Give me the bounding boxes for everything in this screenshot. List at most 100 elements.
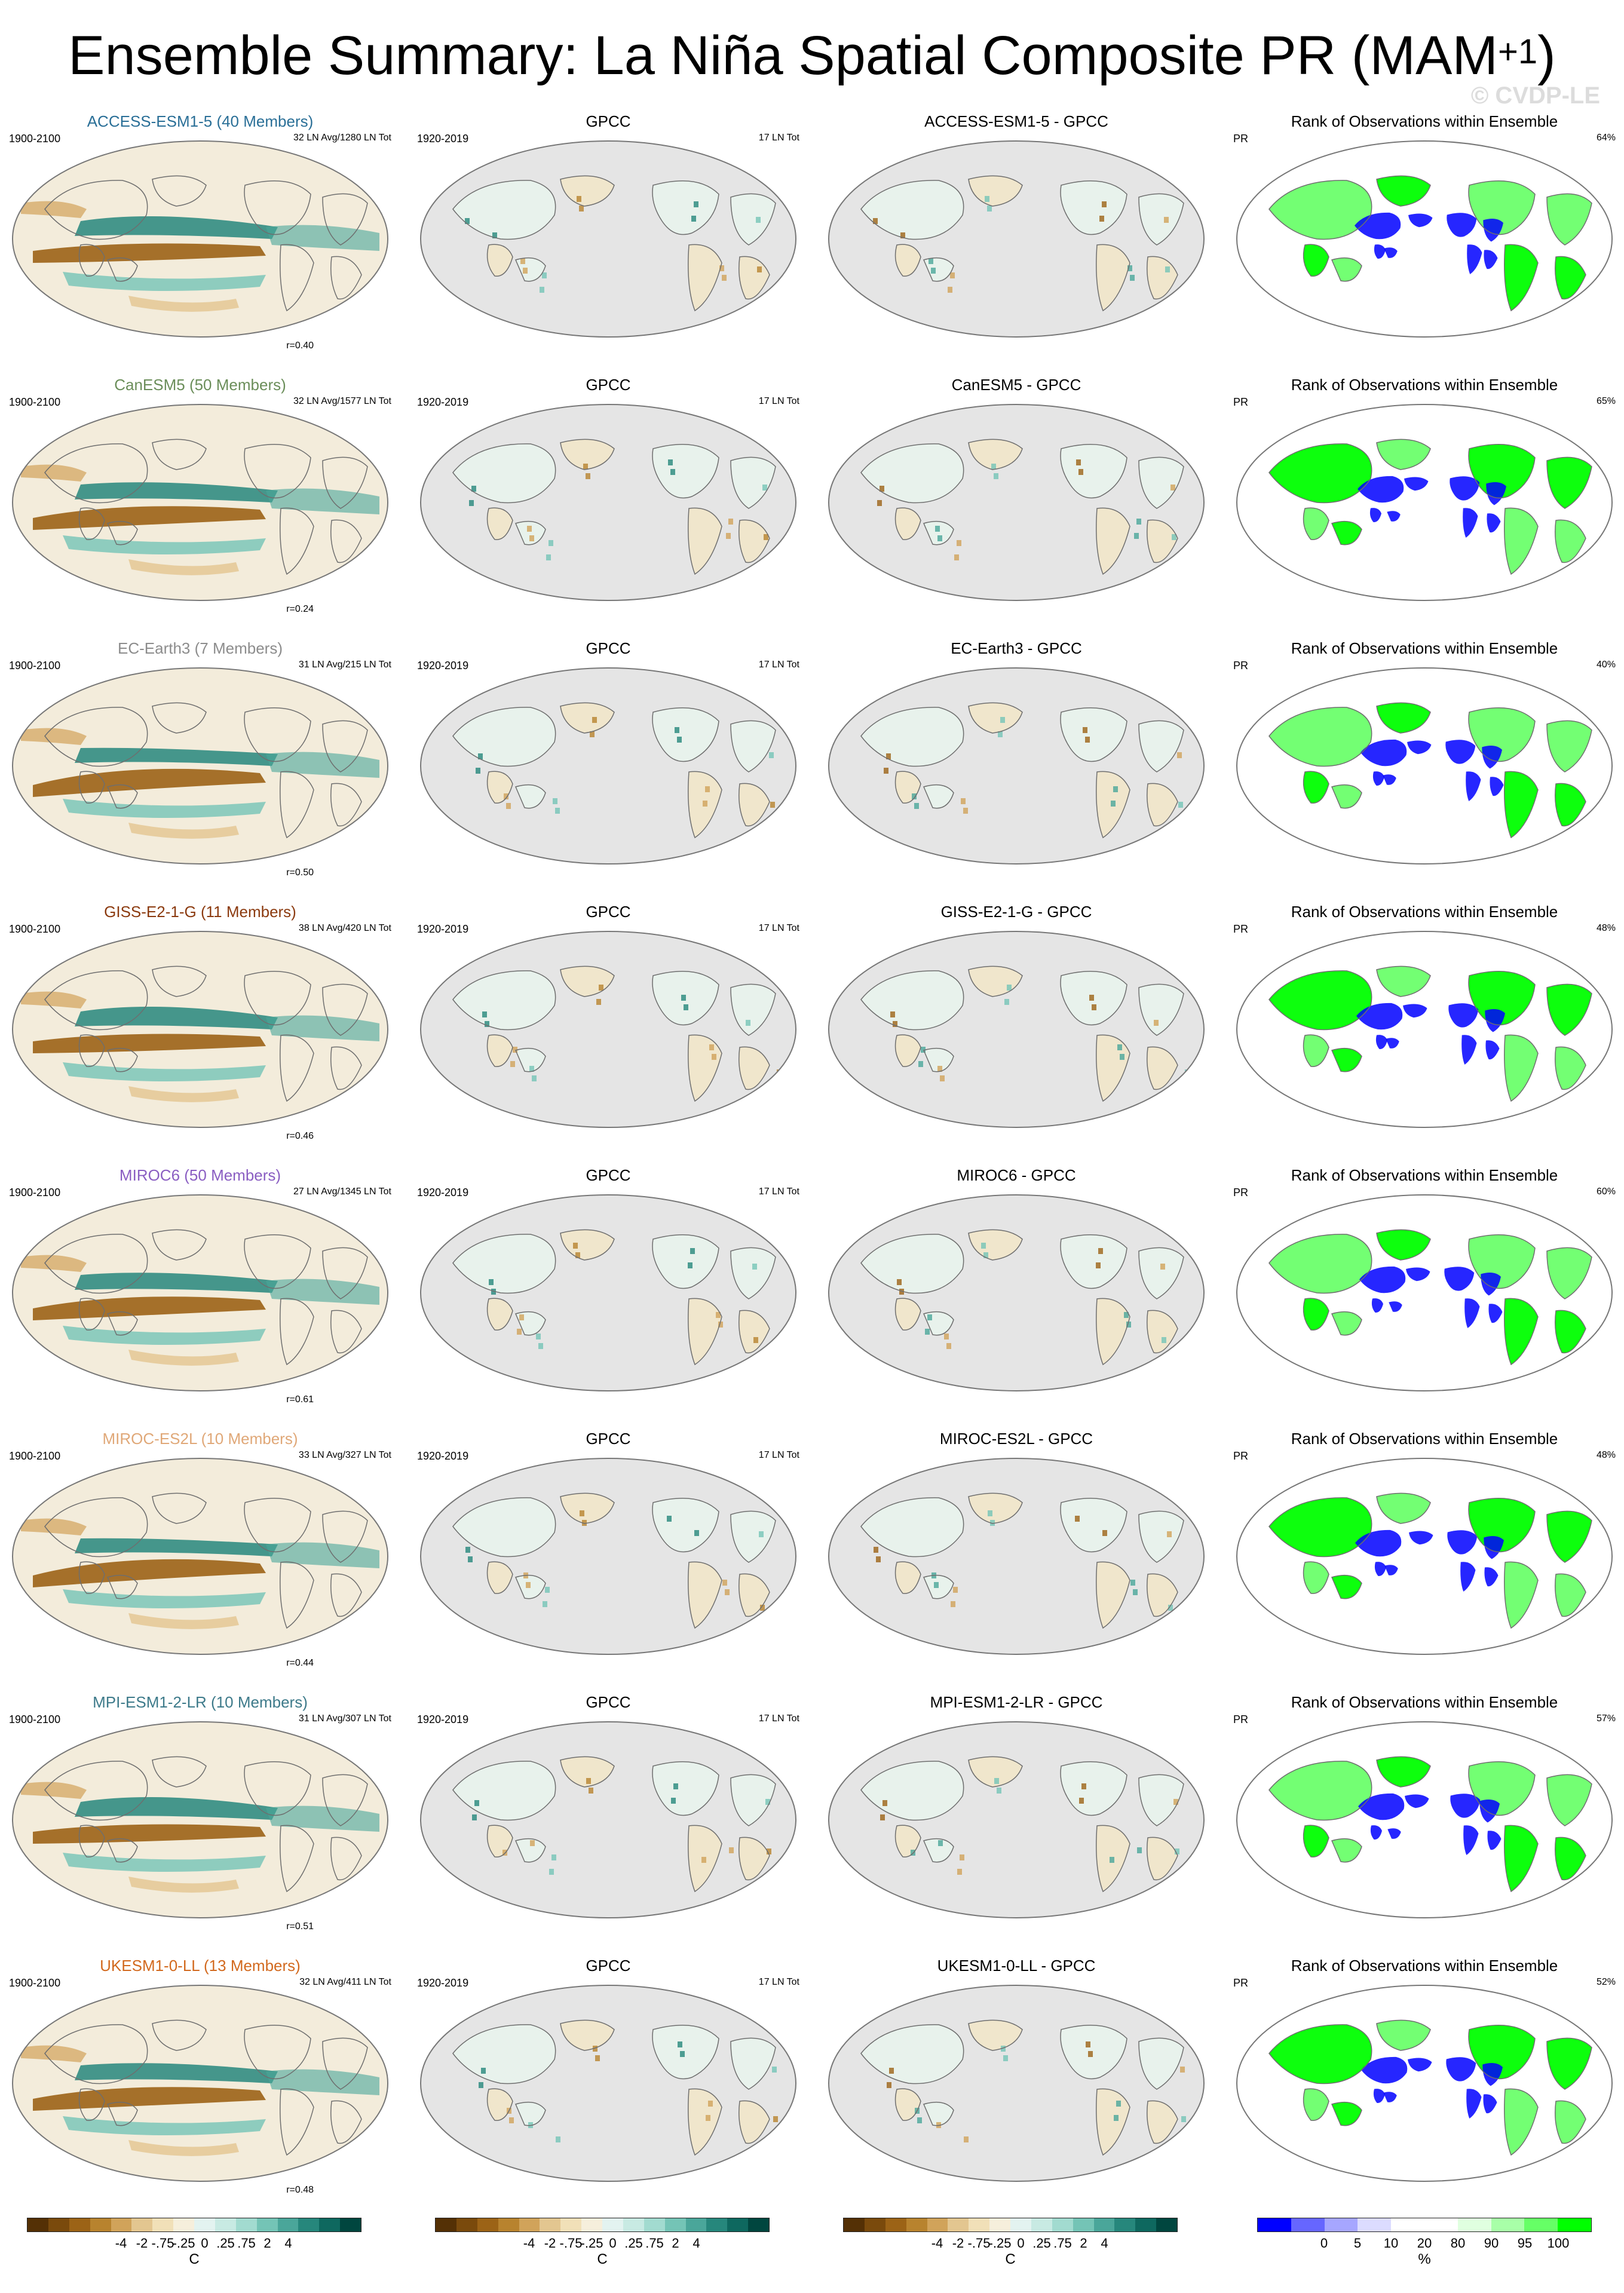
diff-panel-title: EC-Earth3 - GPCC [951,639,1082,657]
obs-panel-title: GPCC [586,112,631,130]
colorbar-unit-label: C [189,2251,200,2267]
colorbar-swatch [1010,2218,1031,2231]
obs-panel-title: GPCC [586,639,631,657]
obs-panel: GPCC 1920-2019 17 LN Tot [417,639,799,878]
diff-panel: MPI-ESM1-2-LR - GPCC [825,1693,1208,1932]
model-colorbar-swatches [27,2218,361,2232]
obs-period-label: 1920-2019 [417,1187,469,1198]
period-label: 1900-2100 [9,1187,61,1198]
rank-map [1236,1721,1613,1918]
colorbar-swatch [644,2218,665,2231]
colorbar-swatch [560,2218,582,2231]
colorbar-tick-label: .75 [645,2236,664,2251]
rank-panel: Rank of Observations within Ensemble PR 52… [1233,1957,1616,2196]
diff-map [828,1458,1205,1655]
model-panel: MIROC6 (50 Members) 1900-2100 27 LN Avg/13… [9,1166,391,1405]
obs-map [420,931,796,1128]
colorbar-swatch [664,2218,686,2231]
model-map [12,1194,388,1391]
rank-panel: Rank of Observations within Ensemble PR 48… [1233,1430,1616,1669]
colorbar-swatch [477,2218,498,2231]
model-map [12,404,388,601]
obs-panel: GPCC 1920-2019 17 LN Tot [417,1957,799,2196]
colorbar-swatch [1491,2218,1525,2231]
obs-panel: GPCC 1920-2019 17 LN Tot [417,112,799,351]
obs-event-count-label: 17 LN Tot [758,396,799,406]
rank-variable-label: PR [1233,660,1249,672]
colorbar-swatch [602,2218,623,2231]
rank-panel-title: Rank of Observations within Ensemble [1291,376,1558,394]
rank-percent-label: 65% [1596,396,1616,406]
colorbar-tick-label: .25 [624,2236,643,2251]
colorbar-swatch [1135,2218,1157,2231]
colorbar-tick-label: 20 [1417,2236,1432,2251]
diff-map [828,1985,1205,2182]
colorbar-swatch [498,2218,519,2231]
colorbar-tick-label: -2 [544,2236,556,2251]
obs-map [420,140,796,338]
colorbar-swatch [906,2218,927,2231]
pattern-correlation-label: r=0.61 [286,1394,314,1405]
colorbar-swatch [194,2218,215,2231]
colorbar-tick-label: 0 [1017,2236,1025,2251]
colorbar-tick-label: 2 [263,2236,271,2251]
colorbar-swatch [48,2218,69,2231]
colorbar-swatch [27,2218,48,2231]
watermark: © CVDP-LE [1470,82,1600,109]
colorbar-tick-label: 80 [1450,2236,1466,2251]
pattern-correlation-label: r=0.44 [286,1658,314,1668]
colorbar-swatch [256,2218,278,2231]
rank-percent-label: 64% [1596,133,1616,143]
colorbar-tick-label: -2 [136,2236,148,2251]
colorbar-swatch [519,2218,540,2231]
colorbar-tick-label: 10 [1383,2236,1399,2251]
colorbar-tick-label: 4 [1101,2236,1108,2251]
colorbar-tick-label: 90 [1484,2236,1499,2251]
colorbar-tick-label: .25 [1032,2236,1051,2251]
rank-panel-title: Rank of Observations within Ensemble [1291,903,1558,921]
colorbar-tick-label: .75 [237,2236,256,2251]
rank-percent-label: 48% [1596,1450,1616,1460]
period-label: 1900-2100 [9,660,61,672]
diff-panel: CanESM5 - GPCC [825,376,1208,615]
rank-map [1236,1985,1613,2182]
colorbar-swatch [1073,2218,1094,2231]
period-label: 1900-2100 [9,1977,61,1989]
colorbar-tick-label: -.25 [580,2236,603,2251]
colorbar-swatch [456,2218,477,2231]
obs-panel: GPCC 1920-2019 17 LN Tot [417,1166,799,1405]
diff-map [828,1721,1205,1918]
obs-event-count-label: 17 LN Tot [758,923,799,933]
colorbar-swatch [69,2218,90,2231]
rank-panel-title: Rank of Observations within Ensemble [1291,1693,1558,1711]
model-panel-title: EC-Earth3 (7 Members) [118,639,283,657]
diff-panel: ACCESS-ESM1-5 - GPCC [825,112,1208,351]
rank-variable-label: PR [1233,133,1249,145]
rank-map [1236,1458,1613,1655]
event-count-label: 32 LN Avg/1280 LN Tot [293,133,391,143]
colorbar-swatch [131,2218,153,2231]
colorbar-swatch [885,2218,906,2231]
colorbar-tick-label: 4 [284,2236,292,2251]
event-count-label: 31 LN Avg/307 LN Tot [298,1713,391,1724]
obs-period-label: 1920-2019 [417,923,469,935]
obs-period-label: 1920-2019 [417,1977,469,1989]
rank-map [1236,404,1613,601]
obs-panel-title: GPCC [586,376,631,394]
diff-panel-title: ACCESS-ESM1-5 - GPCC [924,112,1108,130]
diff-panel: EC-Earth3 - GPCC [825,639,1208,878]
colorbar-swatch [581,2218,602,2231]
model-map [12,931,388,1128]
colorbar-tick-label: -.75 [151,2236,174,2251]
obs-panel-title: GPCC [586,1693,631,1711]
pattern-correlation-label: r=0.51 [286,1921,314,1932]
colorbar-swatch [623,2218,644,2231]
model-panel: EC-Earth3 (7 Members) 1900-2100 31 LN Avg/… [9,639,391,878]
diff-panel-title: GISS-E2-1-G - GPCC [940,903,1092,921]
rank-panel-title: Rank of Observations within Ensemble [1291,1430,1558,1448]
colorbar-tick-label: 0 [201,2236,209,2251]
colorbar-tick-label: -.25 [988,2236,1012,2251]
colorbar-swatch [298,2218,320,2231]
colorbar-tick-label: -4 [115,2236,127,2251]
colorbar-swatch [1524,2218,1558,2231]
